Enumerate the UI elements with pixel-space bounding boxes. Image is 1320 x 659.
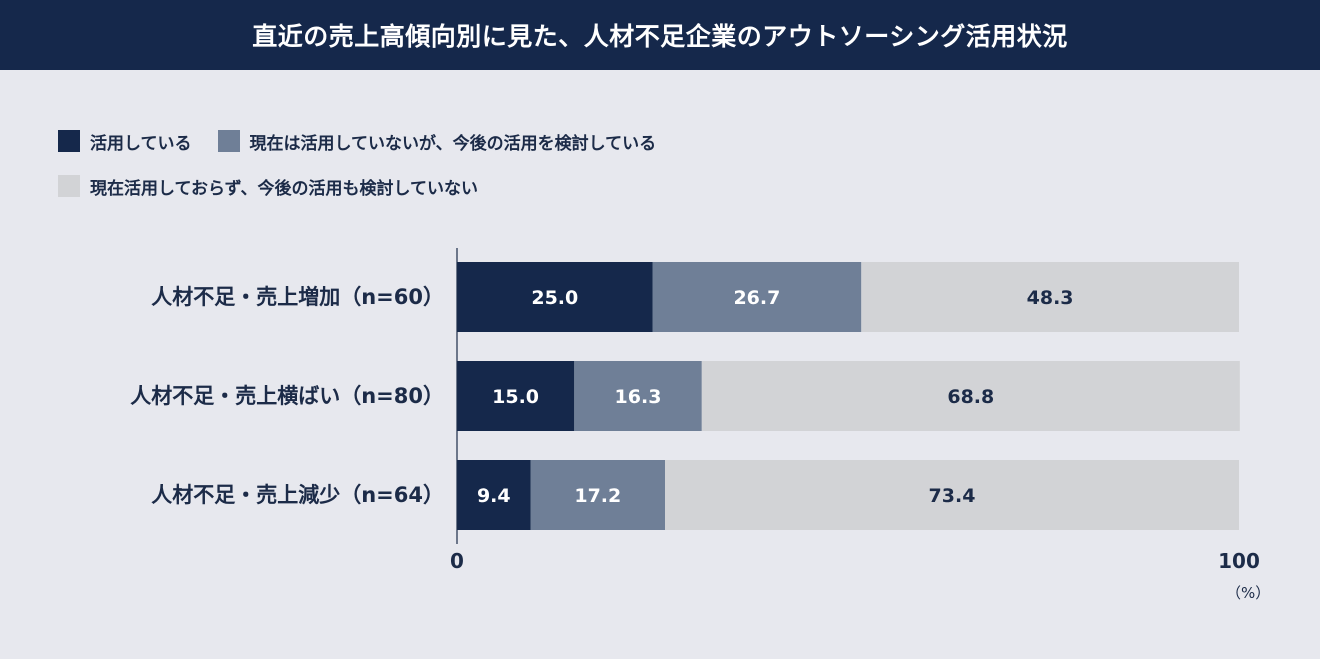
x-tick-label-0: 0 <box>450 549 464 573</box>
legend-row-2: 現在活用しておらず、今後の活用も検討していない <box>58 171 682 201</box>
bar-segment-0-2 <box>861 262 1239 332</box>
category-label-decrease: 人材不足・売上減少（n=64） <box>151 483 444 507</box>
data-label-1-2: 68.8 <box>947 386 994 408</box>
category-label-increase: 人材不足・売上増加（n=60） <box>151 285 444 309</box>
bar-segment-0-0 <box>457 262 653 332</box>
legend-swatch-considering <box>217 130 240 152</box>
data-label-2-2: 73.4 <box>929 485 976 507</box>
legend: 活用している 現在は活用していないが、今後の活用を検討している 現在活用しておら… <box>58 126 682 216</box>
bar-segment-1-0 <box>457 361 575 431</box>
category-label-flat: 人材不足・売上横ばい（n=80） <box>130 384 444 408</box>
legend-swatch-not-considering <box>58 175 80 197</box>
x-axis-unit: （%） <box>1226 584 1271 602</box>
legend-item-considering: 現在は活用していないが、今後の活用を検討している <box>217 129 657 154</box>
legend-item-not-considering: 現在活用しておらず、今後の活用も検討していない <box>58 174 478 199</box>
data-label-2-0: 9.4 <box>477 485 511 507</box>
x-tick-label-1: 100 <box>1218 549 1260 573</box>
data-label-1-0: 15.0 <box>492 386 539 408</box>
legend-swatch-using <box>58 130 80 152</box>
legend-label-not-considering: 現在活用しておらず、今後の活用も検討していない <box>90 178 478 199</box>
bar-segment-2-2 <box>665 460 1239 530</box>
data-label-0-2: 48.3 <box>1027 287 1074 309</box>
legend-label-using: 活用している <box>90 133 192 154</box>
legend-label-considering: 現在は活用していないが、今後の活用を検討している <box>249 133 657 154</box>
chart-title: 直近の売上高傾向別に見た、人材不足企業のアウトソーシング活用状況 <box>0 0 1320 70</box>
bar-segment-0-1 <box>652 262 862 332</box>
data-label-1-1: 16.3 <box>615 386 662 408</box>
legend-item-using: 活用している <box>58 129 192 154</box>
bar-segment-2-0 <box>457 460 531 530</box>
bar-segment-2-1 <box>530 460 665 530</box>
legend-row-1: 活用している 現在は活用していないが、今後の活用を検討している <box>58 126 682 156</box>
bar-segment-1-2 <box>701 361 1240 431</box>
bar-segment-1-1 <box>574 361 702 431</box>
data-label-0-1: 26.7 <box>733 287 780 309</box>
data-label-2-1: 17.2 <box>574 485 621 507</box>
data-label-0-0: 25.0 <box>531 287 578 309</box>
